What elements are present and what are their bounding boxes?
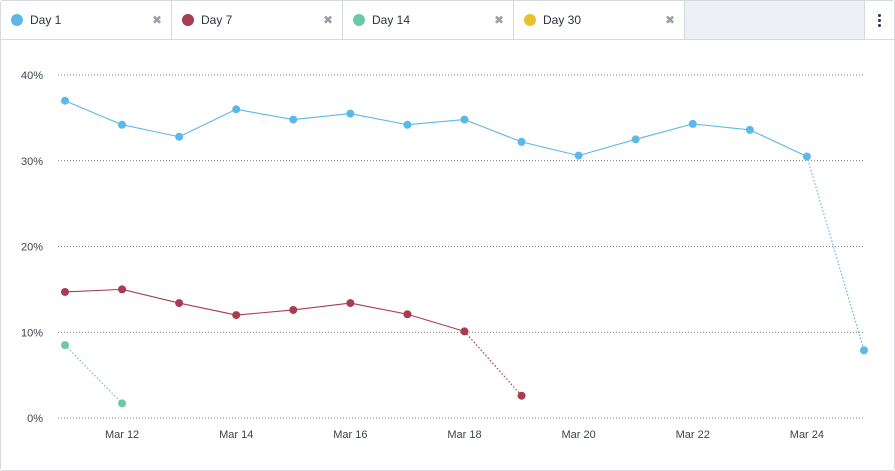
series-line-segment	[464, 119, 522, 143]
series-color-dot	[524, 14, 536, 26]
data-point[interactable]	[574, 151, 583, 160]
data-point[interactable]	[517, 137, 526, 146]
data-point[interactable]	[118, 285, 127, 294]
data-point[interactable]	[61, 341, 69, 350]
y-tick-label: 10%	[21, 327, 43, 339]
tab-label: Day 14	[372, 13, 411, 27]
data-point[interactable]	[403, 310, 412, 319]
tab-day-30[interactable]: Day 30 ✖	[514, 1, 685, 39]
tab-label: Day 7	[201, 13, 233, 27]
data-point[interactable]	[460, 327, 469, 336]
series-line-segment	[236, 108, 294, 121]
data-point[interactable]	[688, 119, 697, 128]
series-color-dot	[11, 14, 23, 26]
y-tick-label: 20%	[21, 242, 43, 254]
series-line-segment	[64, 100, 123, 126]
series-color-dot	[182, 14, 194, 26]
data-point[interactable]	[118, 399, 127, 408]
data-point[interactable]	[403, 120, 412, 129]
x-tick-label: Mar 20	[562, 429, 596, 441]
data-point[interactable]	[631, 135, 640, 144]
more-vertical-icon[interactable]	[864, 1, 894, 39]
series-line-segment	[350, 302, 408, 315]
data-point[interactable]	[517, 391, 526, 400]
series-line-segment	[179, 302, 237, 316]
series-line-segment	[350, 113, 408, 126]
series-line-segment	[293, 113, 351, 121]
data-point[interactable]	[232, 105, 241, 114]
data-point[interactable]	[118, 120, 127, 129]
tab-label: Day 1	[30, 13, 62, 27]
series-line-segment	[121, 124, 180, 138]
series-line-segment	[635, 123, 693, 140]
series-line-segment	[692, 123, 750, 131]
close-icon[interactable]: ✖	[664, 13, 675, 27]
x-tick-label: Mar 14	[219, 429, 253, 441]
series-line-segment	[407, 119, 465, 126]
x-tick-label: Mar 16	[333, 429, 367, 441]
series-line-segment	[293, 302, 351, 311]
line-chart: 0% 10% 20% 30% 40% Mar 12 Mar 14 Mar 16 Mar 18 Ma…	[21, 70, 868, 441]
y-tick-label: 30%	[21, 156, 43, 168]
data-point[interactable]	[346, 299, 355, 308]
tab-day-14[interactable]: Day 14 ✖	[343, 1, 514, 39]
close-icon[interactable]: ✖	[493, 13, 504, 27]
series-line-segment	[236, 309, 294, 316]
tab-day-1[interactable]: Day 1 ✖	[1, 1, 172, 39]
data-point[interactable]	[175, 132, 184, 141]
tab-day-7[interactable]: Day 7 ✖	[172, 1, 343, 39]
series-line-segment	[464, 330, 523, 397]
data-point[interactable]	[61, 96, 69, 105]
series-line-segment	[178, 108, 237, 138]
x-tick-label: Mar 22	[676, 429, 710, 441]
x-tick-label: Mar 18	[447, 429, 481, 441]
series-line-segment	[578, 138, 636, 157]
series-line-segment	[521, 141, 579, 157]
x-tick-label: Mar 12	[105, 429, 139, 441]
series-line-segment	[64, 344, 123, 404]
y-tick-label: 40%	[21, 70, 43, 82]
series-line-segment	[121, 288, 180, 304]
close-icon[interactable]: ✖	[151, 13, 162, 27]
data-point[interactable]	[745, 125, 754, 134]
data-point[interactable]	[289, 305, 298, 314]
data-point[interactable]	[859, 346, 868, 355]
x-tick-label: Mar 24	[790, 429, 824, 441]
data-point[interactable]	[460, 115, 469, 124]
series-line-segment	[407, 313, 465, 332]
data-point[interactable]	[61, 287, 69, 296]
series-line-segment	[64, 288, 123, 293]
y-tick-label: 0%	[27, 413, 43, 425]
tab-bar-empty-space	[685, 1, 864, 39]
data-point[interactable]	[232, 311, 241, 320]
series-line-segment	[806, 156, 865, 351]
close-icon[interactable]: ✖	[322, 13, 333, 27]
data-point[interactable]	[289, 115, 298, 124]
data-point[interactable]	[346, 109, 355, 118]
tab-label: Day 30	[543, 13, 582, 27]
data-point[interactable]	[802, 152, 811, 161]
series-color-dot	[353, 14, 365, 26]
data-point[interactable]	[175, 299, 184, 308]
series-tab-bar: Day 1 ✖ Day 7 ✖ Day 14 ✖ Day 30 ✖	[1, 1, 894, 40]
series-line-segment	[749, 129, 808, 157]
